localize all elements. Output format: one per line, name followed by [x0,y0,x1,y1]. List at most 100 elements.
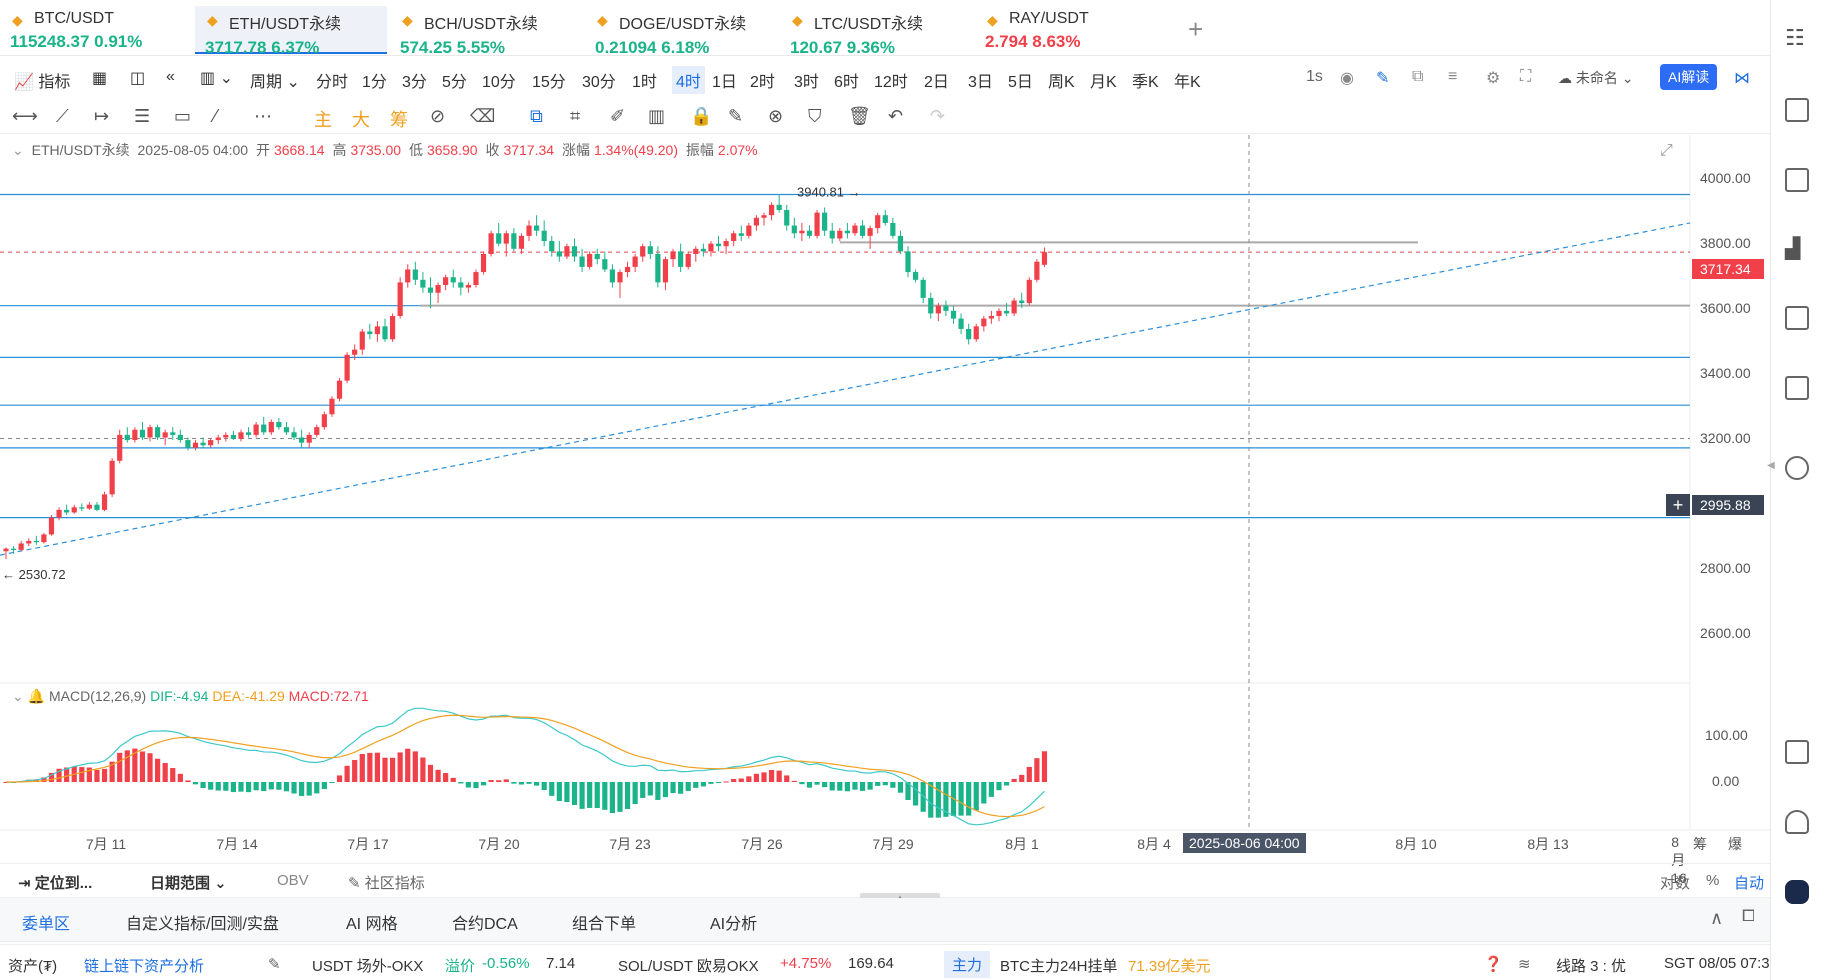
dollar-icon[interactable] [1785,168,1809,192]
panel-icon[interactable] [1785,740,1809,764]
undo-icon[interactable]: ↶ [888,106,904,126]
document-icon[interactable] [1785,98,1809,122]
trend-line-icon[interactable]: ⟋ [56,106,69,126]
settings-icon[interactable]: ⚙ [1486,70,1501,87]
network-line[interactable]: 线路 3 : 优 [1556,958,1627,975]
add-alert-icon[interactable]: + [1666,494,1690,516]
interval-1[interactable]: 1分 [362,74,387,91]
log-scale-button[interactable]: 对数 [1660,875,1691,892]
refresh-rate[interactable]: 1s [1306,68,1323,85]
lock-icon[interactable]: 🔒 [690,106,713,126]
kline-chart[interactable]: 3940.81 → ← 2530.72 [0,135,1770,860]
date-range-button[interactable]: 日期范围 ⌄ [150,875,227,892]
liquidation-toggle[interactable]: 爆 [1728,836,1742,852]
tab-ltc[interactable]: ◆ LTC/USDT永续 120.67 9.36% [780,6,960,57]
interval-4[interactable]: 10分 [482,74,516,91]
pen-icon[interactable]: ✎ [1376,70,1390,87]
tab-bch[interactable]: ◆ BCH/USDT永续 574.25 5.55% [390,6,570,57]
tab-custom-indicator[interactable]: 自定义指标/回测/实盘 [126,916,279,933]
main-force-button[interactable]: 主 [314,110,332,130]
percent-scale-button[interactable]: % [1706,872,1720,889]
tab-btc[interactable]: ◆ BTC/USDT 115248.37 0.91% [0,6,160,54]
asset-label[interactable]: 资产(₮) [8,958,58,975]
note-icon[interactable]: ✎ [728,106,744,126]
edit-icon[interactable]: ✎ [268,956,281,973]
rewind-icon[interactable]: « [166,68,175,85]
collapse-sidebar-icon[interactable]: ◀ [1767,460,1775,471]
robot-icon[interactable] [1785,880,1809,904]
interval-16[interactable]: 5日 [1008,74,1033,91]
ruler-icon[interactable]: ⌗ [570,106,581,126]
interval-8[interactable]: 4时 [672,66,705,94]
tab-eth[interactable]: ◆ ETH/USDT永续 3717.78 6.37% [195,6,387,57]
monitor-icon[interactable] [1785,306,1809,330]
interval-10[interactable]: 2时 [750,74,775,91]
expand-icon[interactable]: ⤢ [1660,142,1673,159]
camera-icon[interactable]: ◉ [1340,70,1354,87]
brush-icon[interactable]: ⁄ [214,106,218,126]
list-icon[interactable]: ≡ [1448,68,1458,85]
link-icon[interactable]: ⊗ [768,106,784,126]
copy-icon[interactable]: ⧉ [530,106,543,126]
help-icon[interactable]: ❓ [1484,956,1503,973]
interval-20[interactable]: 年K [1174,74,1201,91]
community-indicator-button[interactable]: ✎ 社区指标 [348,875,425,892]
channel-icon[interactable]: ☰ [134,106,151,126]
bars-icon[interactable]: ▥ [648,106,666,126]
interval-11[interactable]: 3时 [794,74,819,91]
locate-button[interactable]: ⇥ 定位到... [18,875,93,892]
collapse-icon[interactable]: ⌄ [12,142,24,158]
calendar-icon[interactable]: ▦ [92,70,108,87]
interval-12[interactable]: 6时 [834,74,859,91]
pencil-icon[interactable]: ✐ [610,106,626,126]
swap-icon[interactable] [1785,456,1809,480]
more-icon[interactable]: ⋯ [254,106,272,126]
interval-19[interactable]: 季K [1132,74,1159,91]
tab-ray[interactable]: ◆ RAY/USDT 2.794 8.63% [975,6,1155,54]
interval-2[interactable]: 3分 [402,74,427,91]
big-order-button[interactable]: 大 [352,110,370,130]
add-tab-icon[interactable]: + [1188,14,1204,44]
obv-indicator[interactable]: OBV [277,872,309,889]
interval-17[interactable]: 周K [1048,74,1075,91]
tab-ai-analysis[interactable]: AI分析 [710,916,758,933]
popout-icon[interactable]: ⧉ [1412,68,1424,85]
collapse-icon[interactable]: ⌄ [12,688,24,704]
chevron-up-icon[interactable]: ∧ [1710,908,1724,928]
eraser-icon[interactable]: ⌫ [470,106,496,126]
interval-14[interactable]: 2日 [924,74,949,91]
etf-icon[interactable] [1785,376,1809,400]
trash-icon[interactable]: 🗑 [848,106,871,126]
interval-18[interactable]: 月K [1090,74,1117,91]
layout-icon[interactable]: ◫ [130,70,146,87]
tab-ai-grid[interactable]: AI 网格 [346,916,398,933]
tab-dca[interactable]: 合约DCA [452,916,518,933]
headset-icon[interactable] [1785,810,1809,834]
interval-9[interactable]: 1日 [712,74,737,91]
tab-combo-order[interactable]: 组合下单 [572,916,637,933]
fullscreen-icon[interactable]: ⛶ [1520,68,1532,85]
tab-orders[interactable]: 委单区 [22,916,71,933]
tab-doge[interactable]: ◆ DOGE/USDT永续 0.21094 6.18% [585,6,765,57]
chart-bars-icon[interactable]: ▟ [1785,238,1801,260]
interval-3[interactable]: 5分 [442,74,467,91]
maximize-icon[interactable]: ⧠ [1742,908,1755,925]
chip-toggle[interactable]: 筹 [1693,836,1707,852]
redo-icon[interactable]: ↷ [930,106,946,126]
interval-0[interactable]: 分时 [316,74,349,91]
menu-grid-icon[interactable]: ☷ [1785,25,1805,50]
asset-analysis-link[interactable]: 链上链下资产分析 [84,958,205,975]
chip-button[interactable]: 筹 [390,110,408,130]
ray-icon[interactable]: ↦ [94,106,110,126]
share-icon[interactable]: ⋈ [1734,70,1750,87]
interval-15[interactable]: 3日 [968,74,993,91]
indicator-button[interactable]: 📈 指标 [14,68,70,92]
interval-5[interactable]: 15分 [532,74,566,91]
candle-type-icon[interactable]: ▥ ⌄ [200,70,233,87]
bell-icon[interactable]: 🔔 [27,688,46,704]
interval-6[interactable]: 30分 [582,74,616,91]
period-button[interactable]: 周期 ⌄ [250,74,300,91]
auto-scale-button[interactable]: 自动 [1734,875,1765,892]
rectangle-icon[interactable]: ▭ [174,106,192,126]
filter-icon[interactable]: ⛉ [808,106,822,126]
